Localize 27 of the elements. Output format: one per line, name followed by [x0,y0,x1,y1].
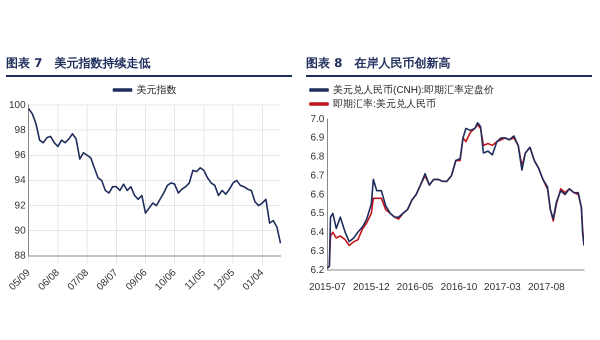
y-tick-label: 7.0 [310,114,325,125]
y-tick-label: 88 [14,250,26,262]
y-tick-label: 6.3 [310,246,325,257]
y-tick-label: 6.6 [310,189,325,200]
y-tick-label: 96 [14,150,26,162]
y-tick-label: 98 [14,124,26,136]
chart-title: 图表 7 美元指数持续走低 [6,55,292,77]
legend-label: 美元兑人民币(CNH):即期汇率定盘价 [333,84,494,96]
y-tick-label: 6.8 [310,152,325,162]
chart-title: 图表 8 在岸人民币创新高 [306,55,592,77]
y-tick-label: 6.5 [310,208,325,220]
y-tick-label: 6.9 [310,132,325,144]
y-tick-label: 90 [14,225,26,236]
x-tick-label: 2016-05 [396,282,434,293]
y-tick-label: 6.2 [310,264,325,276]
y-tick-label: 6.7 [310,170,325,182]
legend-label: 即期汇率:美元兑人民币 [333,98,436,110]
y-tick-label: 6.4 [310,227,325,238]
x-tick-label: 2016-10 [440,282,478,293]
y-tick-label: 92 [14,200,26,212]
legend-label: 美元指数 [136,84,176,96]
y-tick-label: 100 [8,100,26,111]
x-tick-label: 2017-03 [484,282,522,293]
y-tick-label: 94 [14,175,26,186]
x-tick-label: 2015-07 [309,282,346,293]
x-tick-label: 2015-12 [352,282,390,293]
x-tick-label: 2017-08 [528,282,566,293]
